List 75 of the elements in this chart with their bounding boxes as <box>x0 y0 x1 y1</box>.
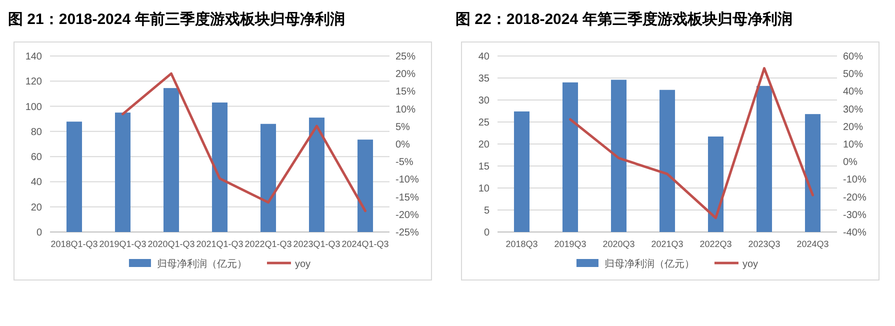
x-tick-label: 2020Q1-Q3 <box>148 239 195 249</box>
legend-label: 归母净利润（亿元） <box>156 258 247 270</box>
y2-tick-label: 5% <box>396 122 410 133</box>
bar <box>212 102 228 232</box>
x-tick-label: 2019Q3 <box>554 239 586 249</box>
y2-tick-label: -10% <box>396 174 419 186</box>
y2-tick-label: 40% <box>843 86 864 98</box>
y2-tick-label: 0% <box>396 140 410 150</box>
bar <box>708 136 724 232</box>
x-tick-label: 2021Q3 <box>651 239 684 249</box>
y2-tick-label: 50% <box>843 69 864 80</box>
y2-tick-label: -20% <box>396 210 419 221</box>
line-series <box>569 67 814 220</box>
y-tick-label: 140 <box>25 52 42 62</box>
bar <box>659 90 676 232</box>
x-tick-label: 2020Q3 <box>602 239 635 249</box>
y2-tick-label: 10% <box>396 104 416 116</box>
y2-tick-label: 15% <box>396 86 416 98</box>
bar <box>260 124 276 232</box>
x-tick-label: 2018Q3 <box>506 239 538 249</box>
y-tick-label: 35 <box>478 74 490 84</box>
x-tick-label: 2018Q1-Q3 <box>50 239 98 249</box>
legend-label: 归母净利润（亿元） <box>604 258 694 270</box>
legend-label: yoy <box>294 259 311 270</box>
bar <box>66 122 82 232</box>
y-tick-label: 10 <box>478 184 490 194</box>
bar <box>163 88 180 232</box>
x-tick-label: 2024Q3 <box>796 239 829 249</box>
bar <box>308 118 325 232</box>
bar <box>756 86 772 232</box>
x-tick-label: 2021Q1-Q3 <box>196 239 244 249</box>
y-tick-label: 0 <box>484 228 490 238</box>
y-tick-label: 5 <box>484 206 490 216</box>
legend-label: yoy <box>742 259 758 270</box>
line-series <box>122 72 366 212</box>
x-tick-label: 2023Q1-Q3 <box>293 239 340 249</box>
bar <box>804 114 821 232</box>
y2-tick-label: 30% <box>843 104 864 116</box>
y-tick-label: 0 <box>36 228 42 238</box>
y2-tick-label: 60% <box>843 52 864 62</box>
y2-tick-label: 0% <box>843 157 858 168</box>
y-tick-label: 15 <box>478 162 490 172</box>
x-tick-label: 2022Q1-Q3 <box>244 239 292 249</box>
y2-tick-label: 10% <box>843 140 864 150</box>
y-tick-label: 20 <box>478 140 490 150</box>
y2-tick-label: -40% <box>843 228 866 238</box>
y2-tick-label: -5% <box>396 157 414 168</box>
x-tick-label: 2022Q3 <box>700 239 732 249</box>
x-tick-label: 2024Q1-Q3 <box>342 239 389 249</box>
y-tick-label: 30 <box>478 96 490 106</box>
bar <box>514 111 530 232</box>
y2-tick-label: 20% <box>843 122 864 133</box>
y2-tick-label: -25% <box>396 228 419 238</box>
y2-tick-label: -10% <box>843 174 866 186</box>
y-tick-label: 120 <box>25 76 42 88</box>
x-tick-label: 2023Q3 <box>748 239 780 249</box>
y-tick-label: 100 <box>25 102 42 113</box>
y-tick-label: 20 <box>30 202 42 214</box>
y2-tick-label: 25% <box>396 52 416 62</box>
y-tick-label: 60 <box>30 152 42 164</box>
y2-tick-label: -30% <box>843 210 866 221</box>
bar <box>114 112 131 232</box>
y-tick-label: 25 <box>478 118 490 128</box>
y-tick-label: 40 <box>478 52 490 62</box>
y2-tick-label: -20% <box>843 192 866 204</box>
y-tick-label: 40 <box>30 177 42 188</box>
x-tick-label: 2019Q1-Q3 <box>99 239 146 249</box>
bar <box>610 80 627 232</box>
chart-title: 图 22：2018-2024 年第三季度游戏板块归母净利润 <box>456 10 792 28</box>
y2-tick-label: -15% <box>396 192 419 204</box>
chart-title: 图 21：2018-2024 年前三季度游戏板块归母净利润 <box>8 10 345 28</box>
bar <box>357 140 374 232</box>
bar <box>562 82 578 232</box>
y-tick-label: 80 <box>30 126 42 138</box>
y2-tick-label: 20% <box>396 69 416 80</box>
